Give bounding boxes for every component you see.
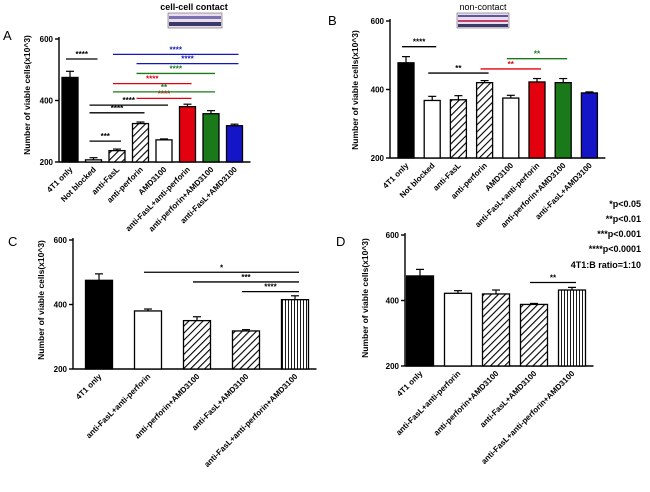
y-tick-label-d: 200 <box>386 362 400 371</box>
inset-b-membrane-mid <box>458 20 508 22</box>
sig-label-b: ** <box>455 64 462 73</box>
bar-b <box>580 92 599 159</box>
inset-label-b: non-contact <box>459 2 507 12</box>
sig-label-a: **** <box>76 50 89 59</box>
y-tick-label-a: 400 <box>40 97 54 106</box>
sig-label-b: ** <box>508 60 515 69</box>
inset-a-membrane <box>169 16 221 19</box>
category-label-c: 4T1 only <box>74 372 104 402</box>
y-axis-label-a: Number of viable cells(x10^3) <box>22 35 32 155</box>
bar-c <box>182 319 212 370</box>
y-tick-label-a: 600 <box>40 35 54 44</box>
panel-letter-b: B <box>328 13 337 28</box>
bar-a <box>178 106 197 163</box>
panel-d: 200 400 600 Number of viable cells(x10^3) 4T… <box>360 231 594 466</box>
sig-label-a: **** <box>170 45 183 54</box>
sig-label-a: **** <box>181 55 194 64</box>
sig-label-a: **** <box>170 64 183 73</box>
y-tick-label-b: 600 <box>371 17 385 26</box>
bar-b <box>423 99 441 159</box>
sig-label-b: **** <box>413 38 426 47</box>
legend-p001: ***p<0.001 <box>597 229 641 239</box>
bar-c <box>84 279 114 370</box>
panel-letter-a: A <box>3 28 12 43</box>
bar-d <box>557 289 587 367</box>
bar-d <box>519 303 549 367</box>
bar-b <box>475 82 494 159</box>
inset-b-cells <box>458 24 508 27</box>
bar-a <box>84 159 103 163</box>
y-tick-label-c: 400 <box>54 301 68 310</box>
category-label-d: anti-FasL+anti-perforin <box>394 369 462 437</box>
y-axis-label-d: Number of viable cells(x10^3) <box>360 238 370 358</box>
inset-label-a: cell-cell contact <box>160 2 228 12</box>
bar-c <box>280 299 310 370</box>
bar-a <box>225 125 244 163</box>
sig-label-c: * <box>220 263 224 272</box>
sig-label-c: **** <box>264 283 277 292</box>
sig-label-a: **** <box>123 96 136 105</box>
inset-non-contact: non-contact <box>456 2 510 29</box>
bar-a <box>155 139 173 163</box>
bar-c <box>231 330 261 370</box>
bar-d <box>405 275 435 367</box>
panel-letter-c: C <box>8 234 17 249</box>
sig-label-a: *** <box>101 132 111 141</box>
y-tick-label-b: 400 <box>371 86 385 95</box>
bar-b <box>397 62 415 159</box>
panel-c: 200 400 600 Number of viable cells(x10^3) 4T… <box>36 236 317 469</box>
y-tick-label-a: 200 <box>40 158 54 167</box>
y-tick-label-c: 200 <box>54 365 68 374</box>
sig-label-d: ** <box>550 273 557 282</box>
significance-legend: *p<0.05 **p<0.01 ***p<0.001 ****p<0.0001… <box>571 199 641 270</box>
bar-b <box>528 81 546 159</box>
category-label-d: anti-perforin+AMD3100 <box>432 369 501 438</box>
y-axis-label-c: Number of viable cells(x10^3) <box>36 240 46 360</box>
legend-p05: *p<0.05 <box>609 199 641 209</box>
panel-letter-d: D <box>336 234 345 249</box>
legend-p0001: ****p<0.0001 <box>589 244 641 254</box>
sig-label-a: **** <box>146 75 159 84</box>
y-tick-label-d: 600 <box>386 231 400 240</box>
bar-a <box>61 76 79 163</box>
bar-d <box>443 292 473 367</box>
inset-cell-contact: cell-cell contact <box>160 2 228 29</box>
sig-label-c: *** <box>241 273 251 282</box>
bar-b <box>449 99 468 159</box>
legend-p01: **p<0.01 <box>606 214 641 224</box>
bar-a <box>108 149 126 163</box>
bar-c <box>133 310 163 370</box>
bar-b <box>554 82 572 159</box>
y-tick-label-b: 200 <box>371 154 385 163</box>
bar-b <box>502 97 520 159</box>
y-axis-label-b: Number of viable cells(x10^3) <box>350 30 360 150</box>
y-tick-label-c: 600 <box>54 236 68 245</box>
bar-a <box>131 122 150 163</box>
y-tick-label-d: 400 <box>386 297 400 306</box>
sig-label-a: **** <box>158 89 171 98</box>
bar-a <box>202 113 220 163</box>
bar-d <box>481 293 511 367</box>
sig-label-b: ** <box>534 50 541 59</box>
category-label-d: 4T1 only <box>395 369 425 399</box>
sig-label-a: **** <box>111 104 124 113</box>
sig-label-a: ** <box>161 83 168 92</box>
inset-a-cells <box>169 22 221 26</box>
category-label-c: anti-FasL+anti-perforin+AMD3100 <box>203 372 300 469</box>
legend-ratio: 4T1:B ratio=1:10 <box>571 260 641 270</box>
inset-b-membrane-top <box>458 15 508 17</box>
